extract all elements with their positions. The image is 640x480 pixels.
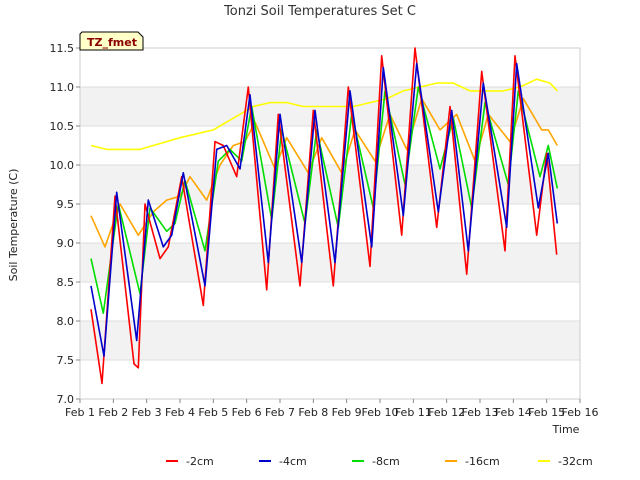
- site-badge: TZ_fmet: [79, 31, 144, 51]
- x-tick-label: Feb 2: [98, 406, 128, 419]
- x-tick-label: Feb 7: [265, 406, 295, 419]
- plot-frame: [79, 47, 581, 400]
- chart-title: Tonzi Soil Temperatures Set C: [223, 4, 416, 19]
- x-tick-label: Feb 10: [362, 406, 399, 419]
- y-tick-label: 9.0: [57, 237, 75, 250]
- x-tick-label: Feb 12: [428, 406, 465, 419]
- series-layer: [90, 47, 559, 385]
- x-tick-label: Feb 8: [298, 406, 328, 419]
- legend-label: -2cm: [186, 455, 214, 468]
- x-axis: Feb 1 Feb 2 Feb 3 Feb 4 Feb 5 Feb 6 Feb 7 Feb 8…: [65, 399, 598, 419]
- series-line-32cmcm: [90, 78, 558, 151]
- legend-label: -8cm: [372, 455, 400, 468]
- band: [80, 321, 580, 360]
- legend: -2cm -4cm -8cm -16cm -32cm: [166, 455, 593, 468]
- legend-label: -4cm: [279, 455, 307, 468]
- y-axis-label: Soil Temperature (C): [7, 169, 20, 282]
- badge-text: TZ_fmet: [87, 36, 137, 49]
- y-axis: 7.0 7.5 8.0 8.5 9.0 9.5 10.0 10.5 11.0 11.5: [50, 42, 80, 406]
- series-line-8cmcm: [90, 86, 559, 314]
- y-tick-label: 8.5: [57, 276, 75, 289]
- series-line-4cmcm: [90, 62, 559, 357]
- x-tick-label: Feb 3: [132, 406, 162, 419]
- y-tick-label: 9.5: [57, 198, 75, 211]
- x-tick-label: Feb 5: [198, 406, 228, 419]
- y-tick-label: 7.0: [57, 393, 75, 406]
- x-axis-label: Time: [552, 423, 580, 436]
- x-tick-label: Feb 6: [232, 406, 262, 419]
- y-tick-label: 10.5: [50, 120, 75, 133]
- y-tick-label: 10.0: [50, 159, 75, 172]
- x-tick-label: Feb 4: [165, 406, 195, 419]
- legend-label: -16cm: [465, 455, 500, 468]
- badge-shape: [79, 31, 144, 51]
- y-tick-label: 7.5: [57, 354, 75, 367]
- y-tick-label: 11.0: [50, 81, 75, 94]
- x-tick-label: Feb 13: [462, 406, 499, 419]
- y-tick-label: 8.0: [57, 315, 75, 328]
- x-tick-label: Feb 11: [395, 406, 432, 419]
- x-tick-label: Feb 15: [528, 406, 565, 419]
- x-tick-label: Feb 16: [562, 406, 599, 419]
- x-tick-label: Feb 14: [495, 406, 532, 419]
- legend-label: -32cm: [558, 455, 593, 468]
- series-line-2cmcm: [90, 47, 558, 385]
- x-tick-label: Feb 1: [65, 406, 95, 419]
- x-tick-label: Feb 9: [332, 406, 362, 419]
- series-line-16cmcm: [90, 97, 558, 248]
- y-tick-label: 11.5: [50, 42, 75, 55]
